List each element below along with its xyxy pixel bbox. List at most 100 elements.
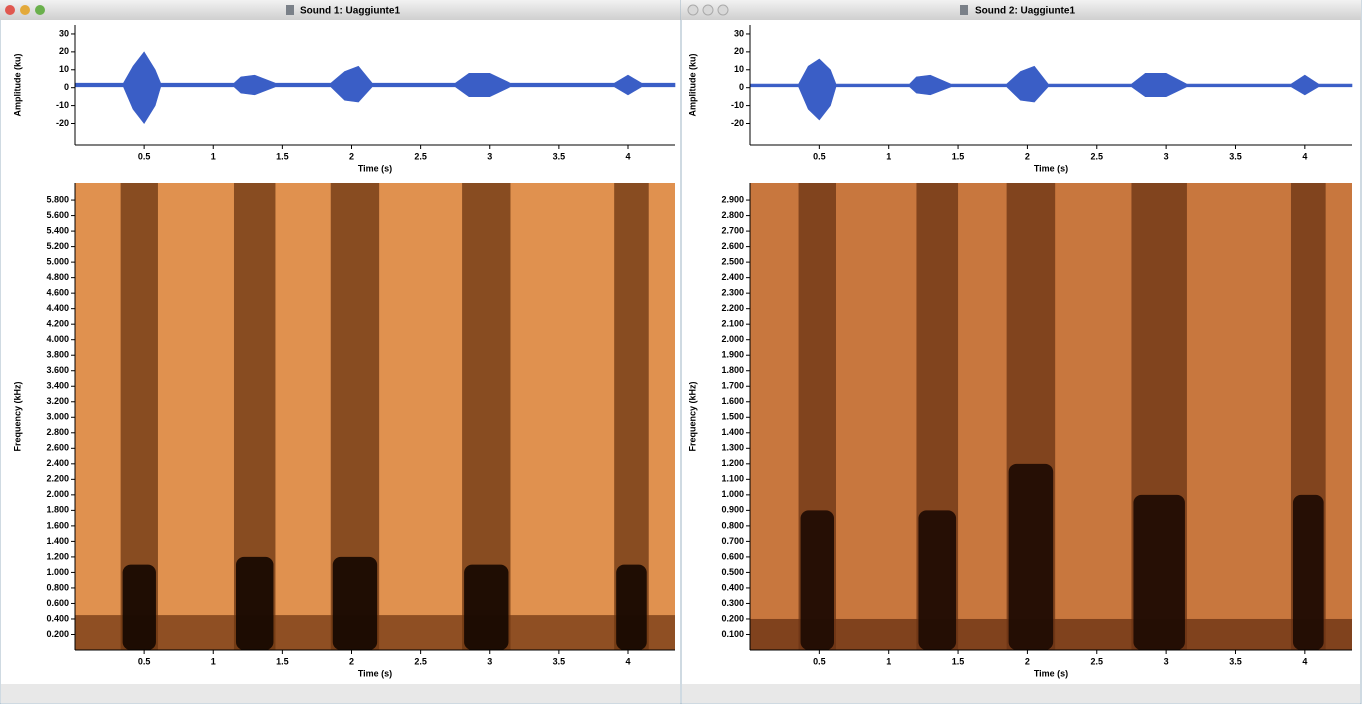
y-tick-label: -10: [731, 100, 744, 110]
y-tick-label: 2.000: [46, 489, 69, 499]
x-tick-label: 3.5: [553, 151, 566, 161]
y-tick-label: 20: [734, 46, 744, 56]
y-tick-label: 3.400: [46, 381, 69, 391]
x-tick-label: 0.5: [813, 151, 826, 161]
y-tick-label: 0.700: [721, 536, 744, 546]
y-tick-label: 0.500: [721, 567, 744, 577]
y-tick-label: 1.600: [721, 396, 744, 406]
call-energy: [122, 564, 156, 650]
zoom-button[interactable]: [35, 5, 45, 15]
y-tick-label: 4.000: [46, 334, 69, 344]
y-tick-label: 10: [734, 64, 744, 74]
y-tick-label: 1.200: [46, 551, 69, 561]
waveform-envelope: [749, 58, 1353, 121]
x-tick-label: 1: [211, 656, 216, 666]
x-tick-label: 3.5: [1229, 151, 1242, 161]
y-axis-label: Frequency (kHz): [687, 381, 697, 451]
call-energy: [616, 564, 647, 650]
scroll-bar[interactable]: [682, 684, 1360, 703]
y-tick-label: 1.700: [721, 381, 744, 391]
y-tick-label: 2.600: [721, 241, 744, 251]
y-tick-label: 1.000: [721, 489, 744, 499]
y-tick-label: 1.800: [46, 505, 69, 515]
y-tick-label: 2.400: [46, 458, 69, 468]
x-axis-label: Time (s): [358, 668, 392, 678]
document-icon: [286, 5, 294, 15]
y-tick-label: 0.300: [721, 598, 744, 608]
y-tick-label: 1.100: [721, 474, 744, 484]
x-tick-label: 2: [349, 656, 354, 666]
y-tick-label: 2.000: [721, 334, 744, 344]
y-tick-label: 4.600: [46, 288, 69, 298]
y-tick-label: 4.200: [46, 319, 69, 329]
close-button[interactable]: [687, 4, 699, 16]
y-axis-label: Amplitude (ku): [12, 54, 22, 117]
y-tick-label: 0.600: [46, 598, 69, 608]
y-tick-label: 3.600: [46, 365, 69, 375]
y-tick-label: 1.600: [46, 520, 69, 530]
y-tick-label: 5.400: [46, 225, 69, 235]
y-tick-label: 2.900: [721, 194, 744, 204]
x-tick-label: 3: [487, 151, 492, 161]
y-axis-label: Amplitude (ku): [687, 54, 697, 117]
y-tick-label: 5.000: [46, 257, 69, 267]
y-tick-label: 2.300: [721, 288, 744, 298]
x-tick-label: 1.5: [952, 151, 965, 161]
x-axis-label: Time (s): [1034, 668, 1068, 678]
y-tick-label: 2.800: [721, 210, 744, 220]
x-tick-label: 1: [886, 151, 891, 161]
y-tick-label: 0.100: [721, 629, 744, 639]
y-tick-label: 0.600: [721, 551, 744, 561]
y-tick-label: 1.900: [721, 350, 744, 360]
y-axis-label: Frequency (kHz): [12, 381, 22, 451]
y-tick-label: 20: [59, 46, 69, 56]
x-tick-label: 3: [1164, 151, 1169, 161]
y-tick-label: 5.800: [46, 194, 69, 204]
y-tick-label: 4.800: [46, 272, 69, 282]
y-tick-label: 1.500: [721, 412, 744, 422]
waveform-envelope: [74, 51, 676, 125]
call-energy: [1133, 494, 1185, 650]
y-tick-label: 5.600: [46, 210, 69, 220]
zoom-button[interactable]: [717, 4, 729, 16]
y-tick-label: 0.200: [721, 613, 744, 623]
x-tick-label: 2: [1025, 151, 1030, 161]
document-icon: [960, 5, 968, 15]
x-tick-label: 4: [1302, 151, 1307, 161]
minimize-button[interactable]: [702, 4, 714, 16]
call-energy: [1008, 463, 1054, 650]
y-tick-label: 1.000: [46, 567, 69, 577]
y-tick-label: 0.400: [46, 613, 69, 623]
x-tick-label: 0.5: [813, 656, 826, 666]
close-button[interactable]: [5, 5, 15, 15]
y-tick-label: 0.400: [721, 582, 744, 592]
x-tick-label: 3.5: [553, 656, 566, 666]
x-tick-label: 4: [1302, 656, 1307, 666]
y-tick-label: 0.800: [46, 582, 69, 592]
minimize-button[interactable]: [20, 5, 30, 15]
title-bar: [0, 0, 681, 20]
y-tick-label: -20: [56, 118, 69, 128]
y-tick-label: -10: [56, 100, 69, 110]
y-tick-label: 1.300: [721, 443, 744, 453]
x-tick-label: 2: [1025, 656, 1030, 666]
y-tick-label: 0: [64, 82, 69, 92]
call-energy: [918, 510, 957, 650]
y-tick-label: 2.500: [721, 257, 744, 267]
y-tick-label: 2.400: [721, 272, 744, 282]
x-tick-label: 2.5: [414, 151, 427, 161]
y-tick-label: 2.200: [721, 303, 744, 313]
y-tick-label: 2.200: [46, 474, 69, 484]
x-tick-label: 4: [625, 151, 630, 161]
call-energy: [464, 564, 509, 650]
y-tick-label: 30: [59, 28, 69, 38]
scroll-bar[interactable]: [1, 684, 680, 703]
call-energy: [332, 556, 378, 650]
x-tick-label: 4: [625, 656, 630, 666]
y-tick-label: 1.400: [46, 536, 69, 546]
window-title: Sound 1: Uaggiunte1: [300, 6, 400, 17]
x-tick-label: 3: [1164, 656, 1169, 666]
y-tick-label: 3.200: [46, 396, 69, 406]
